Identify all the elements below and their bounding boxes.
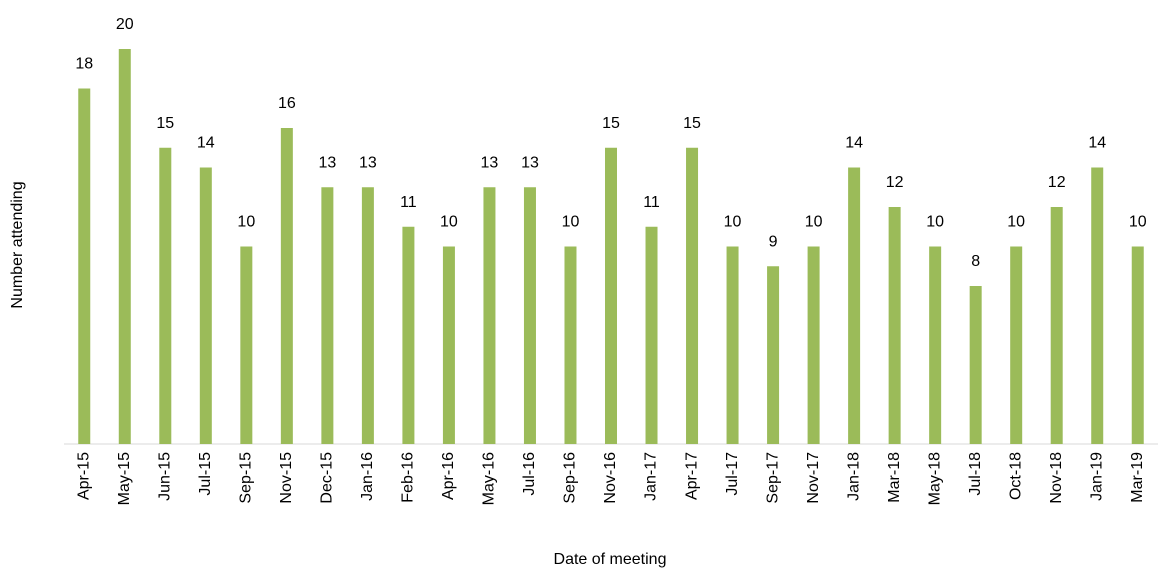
bar (767, 266, 780, 444)
x-tick-label: Nov-16 (602, 452, 619, 504)
x-tick-label: Mar-18 (886, 452, 903, 503)
bar (1131, 246, 1144, 444)
data-label: 16 (278, 95, 296, 112)
bar (199, 167, 212, 444)
bar (321, 187, 334, 444)
bar (564, 246, 577, 444)
x-tick-label: Jan-19 (1088, 452, 1105, 501)
data-label: 15 (156, 115, 174, 132)
x-tick-label: Apr-17 (683, 452, 700, 500)
data-label: 13 (521, 154, 539, 171)
bar (442, 246, 455, 444)
data-label: 15 (602, 115, 620, 132)
bar (240, 246, 253, 444)
data-label: 10 (440, 214, 458, 231)
bar (929, 246, 942, 444)
x-tick-label: Apr-15 (75, 452, 92, 500)
data-label: 13 (481, 154, 499, 171)
y-axis-label: Number attending (9, 181, 26, 308)
data-label: 10 (926, 214, 944, 231)
bar (1091, 167, 1104, 444)
bar (807, 246, 820, 444)
x-tick-label: Jan-16 (359, 452, 376, 501)
bar (888, 207, 901, 444)
bar (361, 187, 374, 444)
bar (605, 147, 617, 444)
x-tick-label: Sep-16 (562, 452, 579, 504)
data-label: 9 (769, 233, 778, 250)
bar (402, 226, 415, 444)
bar (118, 49, 131, 444)
data-label: 10 (562, 214, 580, 231)
x-tick-label: Nov-15 (278, 452, 295, 504)
bar (645, 226, 658, 444)
x-tick-label: Jun-15 (157, 452, 174, 501)
data-label: 11 (400, 194, 417, 211)
bar (686, 147, 699, 444)
bar (159, 147, 172, 444)
x-tick-label: Jul-16 (521, 452, 538, 496)
data-label: 10 (805, 214, 823, 231)
data-label: 18 (75, 56, 93, 73)
bar (726, 246, 739, 444)
x-tick-label: May-18 (926, 452, 943, 505)
data-label: 13 (359, 154, 377, 171)
x-tick-label: Oct-18 (1007, 452, 1024, 500)
data-label: 10 (724, 214, 742, 231)
bar (523, 187, 536, 444)
data-label: 12 (886, 174, 904, 191)
data-label: 8 (971, 253, 980, 270)
x-tick-label: Jan-17 (643, 452, 660, 501)
data-label: 20 (116, 16, 134, 33)
bar (1050, 207, 1063, 444)
x-axis-label: Date of meeting (554, 551, 667, 568)
x-tick-label: Jul-15 (197, 452, 214, 496)
data-label: 14 (1088, 135, 1106, 152)
x-tick-label: Sep-17 (764, 452, 781, 504)
x-tick-label: Nov-17 (805, 452, 822, 504)
bar (280, 128, 293, 444)
data-label: 10 (1007, 214, 1025, 231)
data-label: 10 (237, 214, 255, 231)
data-label: 14 (197, 135, 215, 152)
x-tick-label: Mar-19 (1129, 452, 1146, 503)
bar (78, 88, 91, 444)
x-tick-label: Feb-16 (400, 452, 417, 503)
bar (969, 286, 982, 444)
x-tick-label: Nov-18 (1048, 452, 1065, 504)
x-tick-label: May-16 (481, 452, 498, 505)
data-label: 12 (1048, 174, 1066, 191)
x-tick-label: May-15 (116, 452, 133, 505)
data-label: 14 (845, 135, 863, 152)
x-tick-label: Apr-16 (440, 452, 457, 500)
data-label: 10 (1129, 214, 1147, 231)
bar (1010, 246, 1023, 444)
x-tick-label: Dec-15 (319, 452, 336, 504)
x-tick-label: Jan-18 (845, 452, 862, 501)
data-label: 15 (683, 115, 701, 132)
bar (483, 187, 496, 444)
x-tick-label: Jul-17 (724, 452, 741, 496)
x-tick-label: Sep-15 (238, 452, 255, 504)
data-label: 11 (643, 194, 660, 211)
data-label: 13 (318, 154, 336, 171)
bar (848, 167, 861, 444)
x-tick-label: Jul-18 (967, 452, 984, 496)
